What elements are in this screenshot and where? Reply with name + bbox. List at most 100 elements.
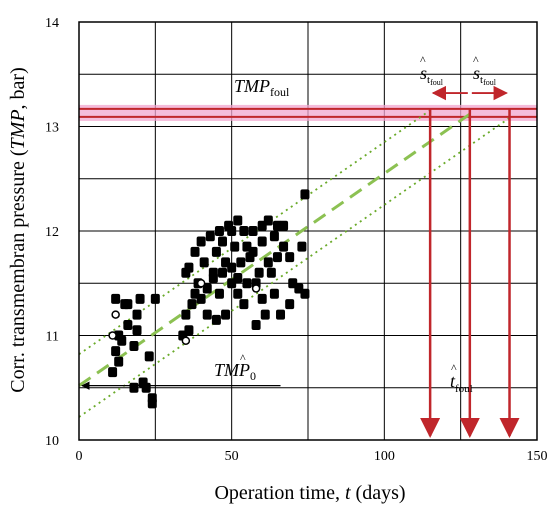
data-point xyxy=(285,299,295,310)
y-axis-label: Corr. transmembran pressure (TMP, bar) xyxy=(7,67,29,392)
data-point xyxy=(129,340,139,351)
data-point xyxy=(147,398,157,409)
data-point xyxy=(297,241,307,252)
lower-bound-line xyxy=(78,117,511,418)
scatter-points xyxy=(108,189,310,409)
data-point xyxy=(214,288,224,299)
data-point xyxy=(190,246,200,257)
data-point xyxy=(218,267,228,278)
data-point xyxy=(205,231,215,242)
tmp0-hat: ^ xyxy=(240,351,246,365)
data-point xyxy=(233,273,243,284)
data-point xyxy=(181,309,191,320)
data-point-hollow xyxy=(196,279,206,288)
data-point xyxy=(202,283,212,294)
data-point xyxy=(263,257,273,268)
data-point xyxy=(257,236,267,247)
data-point xyxy=(184,325,194,336)
tmp-foul-label: TMPfoul xyxy=(234,76,290,99)
data-point xyxy=(211,314,221,325)
data-point xyxy=(251,320,261,331)
data-point xyxy=(257,293,267,304)
data-point xyxy=(300,288,310,299)
data-point xyxy=(144,351,154,362)
tmp0-label: TMP0 xyxy=(214,360,256,383)
data-point xyxy=(230,241,240,252)
data-point xyxy=(300,189,310,200)
data-point xyxy=(141,382,151,393)
data-point xyxy=(285,252,295,263)
data-point xyxy=(239,299,249,310)
data-point xyxy=(248,246,258,257)
data-point xyxy=(242,278,252,289)
s-right-label: stfoul xyxy=(473,63,497,87)
data-point xyxy=(236,257,246,268)
data-point xyxy=(199,257,209,268)
data-point xyxy=(260,309,270,320)
y-tick-label: 14 xyxy=(45,16,59,31)
y-tick-label: 12 xyxy=(45,225,59,240)
data-point-hollow xyxy=(251,284,261,293)
x-axis-label: Operation time, t (days) xyxy=(214,482,405,504)
data-point xyxy=(208,273,218,284)
data-point xyxy=(221,309,231,320)
data-point xyxy=(227,262,237,273)
foul-band xyxy=(79,104,537,121)
data-point xyxy=(111,293,121,304)
x-tick-label: 0 xyxy=(76,449,83,464)
data-point xyxy=(196,293,206,304)
data-point xyxy=(114,356,124,367)
data-point xyxy=(239,226,249,236)
data-point xyxy=(233,215,243,226)
x-tick-label: 50 xyxy=(225,449,239,464)
data-point xyxy=(114,330,124,341)
y-tick-label: 10 xyxy=(45,434,59,449)
foul-threshold-band xyxy=(79,104,537,121)
data-point xyxy=(279,241,289,252)
grid xyxy=(79,22,537,440)
y-tick-labels: 10 11 12 13 14 xyxy=(45,16,59,449)
data-point xyxy=(202,309,212,320)
data-point xyxy=(248,226,258,236)
data-point xyxy=(108,367,118,378)
y-tick-label: 13 xyxy=(45,121,59,136)
annotation-arrows xyxy=(81,85,520,438)
data-point xyxy=(227,226,237,236)
data-point xyxy=(269,288,279,299)
x-tick-label: 100 xyxy=(374,449,395,464)
data-point xyxy=(254,267,264,278)
s-left-hat: ^ xyxy=(420,53,426,67)
data-point xyxy=(257,220,267,231)
data-point xyxy=(211,246,221,257)
data-point xyxy=(266,267,276,278)
plot-frame xyxy=(78,21,538,441)
data-point xyxy=(269,231,279,242)
data-point xyxy=(214,226,224,236)
data-point-hollow xyxy=(111,310,120,319)
s-right-hat: ^ xyxy=(473,53,479,67)
data-point xyxy=(129,382,139,393)
data-point xyxy=(233,288,243,299)
x-tick-labels: 0 50 100 150 xyxy=(76,449,548,464)
fit-line xyxy=(78,112,471,387)
fit-lines xyxy=(78,109,511,418)
data-point xyxy=(276,309,286,320)
data-point xyxy=(123,320,133,331)
data-point xyxy=(218,236,228,247)
t-foul-hat: ^ xyxy=(451,361,457,375)
data-point xyxy=(272,220,282,231)
data-point xyxy=(196,236,206,247)
data-point xyxy=(135,293,145,304)
y-tick-label: 11 xyxy=(46,330,59,345)
data-point-hollow xyxy=(108,331,117,340)
t-foul-label: tfoul xyxy=(450,371,473,395)
x-tick-label: 150 xyxy=(527,449,548,464)
data-point xyxy=(132,325,142,336)
data-point xyxy=(184,262,194,273)
s-left-label: stfoul xyxy=(420,63,444,87)
data-point xyxy=(123,299,133,310)
data-point xyxy=(150,293,160,304)
data-point xyxy=(132,309,142,320)
data-point xyxy=(187,299,197,310)
